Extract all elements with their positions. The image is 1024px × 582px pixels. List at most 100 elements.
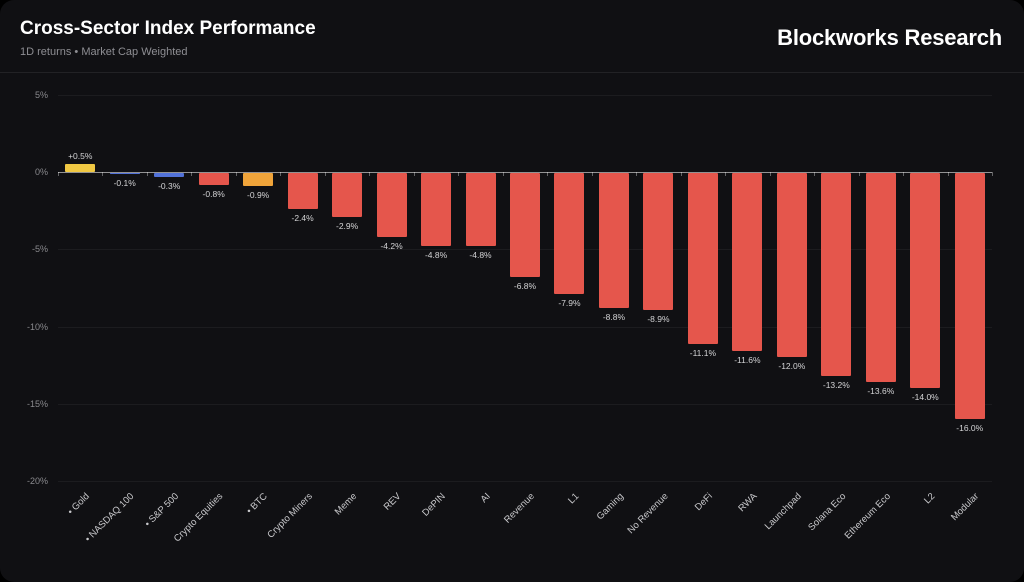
bar-value-label: -8.8%	[602, 312, 626, 323]
x-axis-label-s-p-500: • S&P 500	[142, 491, 181, 530]
zero-axis-tick	[903, 172, 905, 177]
bar-value-label: -0.9%	[247, 190, 270, 201]
zero-axis-tick	[547, 172, 549, 177]
bar-gold	[65, 164, 96, 173]
bar-value-label: -11.6%	[734, 355, 761, 366]
y-axis-tick-label: -15%	[26, 398, 48, 409]
bar-value-label: -11.1%	[689, 347, 717, 358]
bar-value-label: -6.8%	[513, 281, 537, 292]
zero-axis-tick	[502, 172, 504, 177]
x-axis-label-l1: L1	[566, 491, 582, 507]
bar-value-label: +0.5%	[68, 151, 93, 162]
bar-value-label: -2.4%	[291, 213, 314, 224]
bar-value-label: -14.0%	[911, 392, 939, 403]
x-axis-label-ethereum-eco: Ethereum Eco	[842, 491, 893, 542]
bar-rev	[376, 173, 407, 238]
bar-launchpad	[776, 173, 807, 358]
bar-gaming	[598, 173, 629, 309]
zero-axis-tick	[992, 172, 993, 177]
zero-axis-tick	[58, 172, 59, 177]
zero-axis-tick	[458, 172, 460, 177]
y-axis-tick-label: -10%	[26, 321, 48, 332]
bar-l1	[554, 173, 585, 295]
zero-axis-tick	[102, 172, 104, 177]
brand-logo: Blockworks Research	[777, 25, 1002, 50]
x-axis-label-defi: DeFi	[692, 491, 715, 513]
zero-axis-tick	[324, 172, 326, 177]
bar-meme	[332, 173, 363, 217]
x-axis-label-modular: Modular	[949, 491, 982, 524]
x-axis-label-ai: AI	[478, 491, 493, 506]
zero-axis-tick	[591, 172, 593, 177]
bar-nasdaq-100	[109, 173, 140, 175]
bar-btc	[243, 173, 274, 187]
bar-defi	[687, 173, 718, 344]
bar-value-label: -0.3%	[158, 180, 181, 191]
x-axis-label-btc: • BTC	[244, 491, 270, 517]
gridline	[58, 95, 992, 96]
zero-axis-tick	[235, 172, 237, 177]
y-axis-tick-label: 0%	[34, 167, 48, 178]
bar-value-label: -13.6%	[867, 386, 895, 397]
bar-depin	[421, 173, 452, 247]
header-titles: Cross-Sector Index Performance 1D return…	[20, 18, 316, 58]
x-axis-label-no-revenue: No Revenue	[625, 491, 671, 537]
bar-value-label: -0.1%	[113, 177, 136, 188]
x-axis-label-solana-eco: Solana Eco	[805, 491, 849, 534]
chart-subtitle: 1D returns • Market Cap Weighted	[20, 45, 188, 58]
zero-axis-tick	[146, 172, 148, 177]
bar-chart: 5% 0% -5% -10% -15% -20% +0.5% • Gold -0.1% • NAS…	[0, 73, 1024, 582]
bar-value-label: -0.8%	[202, 188, 225, 199]
x-axis-label-launchpad: Launchpad	[762, 491, 804, 533]
gridline	[58, 326, 992, 328]
bar-ethereum-eco	[865, 173, 896, 383]
zero-axis-tick	[680, 172, 682, 177]
zero-axis-tick	[369, 172, 371, 177]
bar-crypto-equities	[198, 173, 229, 185]
y-axis-tick-label: -20%	[26, 476, 48, 486]
x-axis-label-l2: L2	[921, 491, 938, 507]
zero-axis-line	[58, 172, 992, 174]
zero-axis-tick	[947, 172, 949, 177]
zero-axis-tick	[280, 172, 282, 177]
bar-l2	[910, 173, 941, 389]
bar-no-revenue	[643, 173, 674, 310]
y-axis-tick-label: 5%	[34, 90, 48, 100]
zero-axis-tick	[725, 172, 727, 177]
x-axis-label-meme: Meme	[332, 491, 359, 518]
bar-value-label: -12.0%	[778, 361, 806, 372]
zero-axis-tick	[636, 172, 638, 177]
bar-solana-eco	[821, 173, 852, 376]
x-axis-label-revenue: Revenue	[502, 491, 537, 526]
x-axis-label-depin: DePIN	[420, 491, 448, 519]
bar-value-label: -4.2%	[380, 241, 403, 252]
y-axis-tick-label: -5%	[31, 244, 48, 255]
bar-value-label: -8.9%	[647, 313, 670, 324]
bar-ai	[465, 173, 496, 247]
zero-axis-tick	[769, 172, 771, 177]
bar-revenue	[510, 173, 540, 278]
x-axis-label-rwa: RWA	[736, 491, 760, 515]
bar-crypto-miners	[287, 173, 318, 210]
page-title: Cross-Sector Index Performance	[20, 18, 316, 40]
bar-value-label: -4.8%	[424, 250, 448, 261]
bar-value-label: -13.2%	[822, 380, 850, 390]
zero-axis-tick	[814, 172, 816, 177]
x-axis-label-gold: • Gold	[65, 491, 93, 518]
bar-value-label: -4.8%	[469, 250, 492, 261]
bar-s-p-500	[154, 173, 185, 177]
chart-header: Cross-Sector Index Performance 1D return…	[0, 0, 1024, 73]
gridline	[58, 403, 992, 405]
bar-value-label: -7.9%	[558, 298, 581, 309]
x-axis-label-gaming: Gaming	[594, 491, 626, 523]
bar-rwa	[732, 173, 763, 352]
bar-modular	[954, 173, 985, 420]
bar-value-label: -16.0%	[956, 423, 984, 434]
x-axis-label-crypto-miners: Crypto Miners	[264, 491, 315, 541]
gridline	[58, 481, 992, 482]
zero-axis-tick	[191, 172, 193, 177]
zero-axis-tick	[858, 172, 860, 177]
x-axis-label-rev: REV	[381, 491, 404, 513]
zero-axis-tick	[413, 172, 415, 177]
